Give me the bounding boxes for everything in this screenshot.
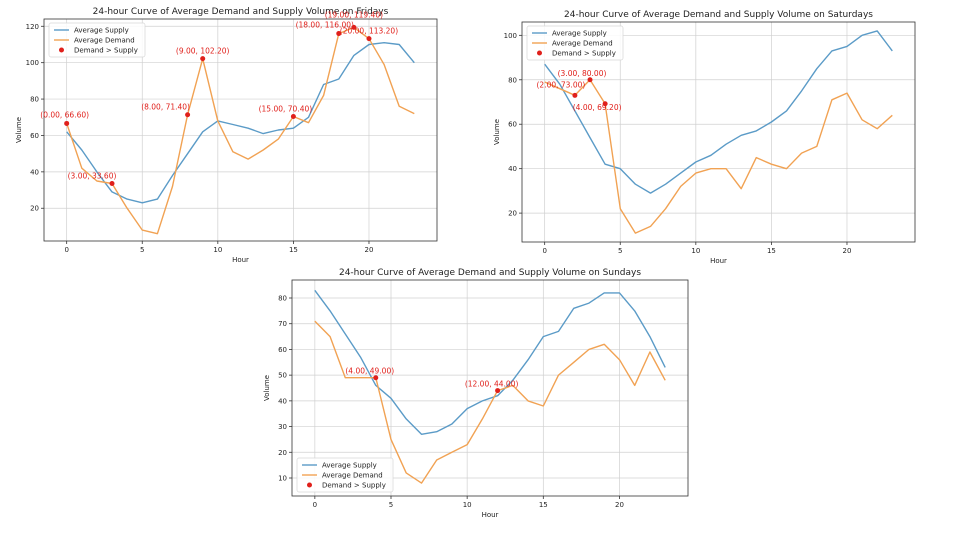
legend-label: Demand > Supply — [322, 482, 386, 490]
legend-label: Average Demand — [74, 37, 135, 45]
y-tick-label: 80 — [508, 76, 517, 84]
point-annotation: (12.00, 44.00) — [465, 380, 519, 389]
x-tick-label: 10 — [213, 246, 222, 254]
x-tick-label: 0 — [64, 246, 68, 254]
y-tick-label: 80 — [30, 96, 39, 104]
x-tick-label: 20 — [365, 246, 374, 254]
point-annotation: (8.00, 71.40) — [141, 103, 190, 112]
y-tick-label: 60 — [278, 346, 287, 354]
y-axis-label: Volume — [15, 117, 23, 143]
y-tick-label: 80 — [278, 295, 287, 303]
x-tick-label: 10 — [691, 247, 700, 255]
point-annotation: (4.00, 69.20) — [573, 103, 622, 112]
demand-series-line — [314, 320, 666, 484]
demand-exceeds-supply-point — [109, 180, 115, 186]
x-axis-label: Hour — [482, 511, 499, 519]
y-axis-label: Volume — [493, 119, 501, 145]
demand-exceeds-supply-point — [336, 31, 342, 37]
y-tick-label: 120 — [26, 23, 39, 31]
demand-exceeds-supply-point — [373, 375, 379, 381]
y-tick-label: 40 — [30, 168, 39, 176]
demand-exceeds-supply-point — [495, 388, 501, 394]
plot-frame — [521, 21, 916, 243]
y-axis-label: Volume — [263, 375, 271, 401]
point-annotation: (2.00, 73.00) — [537, 80, 586, 89]
x-tick-label: 20 — [615, 501, 624, 509]
y-tick-label: 20 — [278, 449, 287, 457]
supply-series-line — [544, 30, 893, 194]
x-tick-label: 5 — [389, 501, 393, 509]
legend-label: Average Supply — [74, 27, 129, 35]
demand-series-line — [544, 79, 893, 234]
x-tick-label: 5 — [140, 246, 144, 254]
y-tick-label: 60 — [508, 121, 517, 129]
x-tick-label: 20 — [843, 247, 852, 255]
point-annotation: (19.00, 119.40) — [325, 10, 383, 19]
legend-label: Demand > Supply — [552, 50, 616, 58]
x-axis-label: Hour — [232, 256, 249, 264]
demand-exceeds-supply-point — [602, 101, 608, 107]
y-tick-label: 70 — [278, 320, 287, 328]
y-tick-label: 100 — [26, 59, 39, 67]
legend-box — [526, 25, 624, 61]
legend-label: Average Demand — [552, 40, 613, 48]
demand-exceeds-supply-point — [572, 92, 578, 98]
chart-title: 24-hour Curve of Average Demand and Supp… — [93, 7, 389, 17]
y-tick-label: 50 — [278, 372, 287, 380]
x-tick-label: 5 — [618, 247, 622, 255]
x-axis-label: Hour — [710, 257, 727, 265]
y-tick-label: 30 — [278, 423, 287, 431]
legend-label: Average Supply — [552, 30, 607, 38]
point-annotation: (15.00, 70.40) — [259, 105, 313, 114]
legend-label: Average Supply — [322, 462, 377, 470]
legend-box — [296, 457, 394, 493]
y-tick-label: 20 — [508, 210, 517, 218]
y-tick-label: 100 — [504, 32, 517, 40]
point-annotation: (3.00, 33.60) — [68, 171, 117, 180]
plot-frame — [291, 279, 689, 497]
demand-exceeds-supply-point — [185, 112, 191, 118]
friday-chart: 24-hour Curve of Average Demand and Supp… — [15, 7, 438, 264]
demand-exceeds-supply-point — [587, 77, 593, 83]
sunday-chart: 24-hour Curve of Average Demand and Supp… — [263, 268, 689, 519]
y-tick-label: 60 — [30, 132, 39, 140]
x-tick-label: 15 — [539, 501, 548, 509]
y-tick-label: 40 — [278, 397, 287, 405]
y-tick-label: 10 — [278, 475, 287, 483]
saturday-chart: 24-hour Curve of Average Demand and Supp… — [493, 10, 916, 265]
legend-label: Demand > Supply — [74, 47, 138, 55]
x-tick-label: 10 — [463, 501, 472, 509]
chart-title: 24-hour Curve of Average Demand and Supp… — [564, 10, 873, 20]
demand-series-line — [66, 26, 415, 235]
demand-exceeds-supply-point — [366, 36, 372, 42]
point-annotation: (4.00, 49.00) — [345, 367, 394, 376]
legend-swatch-highlight — [307, 482, 312, 488]
demand-exceeds-supply-point — [351, 24, 357, 30]
plot-frame — [43, 18, 438, 242]
supply-series-line — [314, 289, 666, 436]
legend-box — [48, 22, 146, 58]
x-tick-label: 15 — [289, 246, 298, 254]
y-tick-label: 40 — [508, 165, 517, 173]
legend-swatch-highlight — [537, 50, 542, 56]
point-annotation: (18.00, 116.00) — [296, 21, 354, 30]
point-annotation: (0.00, 66.60) — [40, 110, 89, 119]
x-tick-label: 0 — [313, 501, 317, 509]
demand-exceeds-supply-point — [200, 56, 206, 62]
point-annotation: (3.00, 80.00) — [558, 69, 607, 78]
demand-exceeds-supply-point — [64, 120, 70, 126]
x-tick-label: 0 — [542, 247, 546, 255]
chart-title: 24-hour Curve of Average Demand and Supp… — [339, 268, 641, 278]
x-tick-label: 15 — [767, 247, 776, 255]
point-annotation: (20.00, 113.20) — [340, 27, 398, 36]
legend-label: Average Demand — [322, 472, 383, 480]
legend-swatch-highlight — [59, 47, 64, 53]
point-annotation: (9.00, 102.20) — [176, 47, 230, 56]
supply-series-line — [66, 42, 415, 204]
demand-exceeds-supply-point — [290, 114, 296, 120]
y-tick-label: 20 — [30, 205, 39, 213]
